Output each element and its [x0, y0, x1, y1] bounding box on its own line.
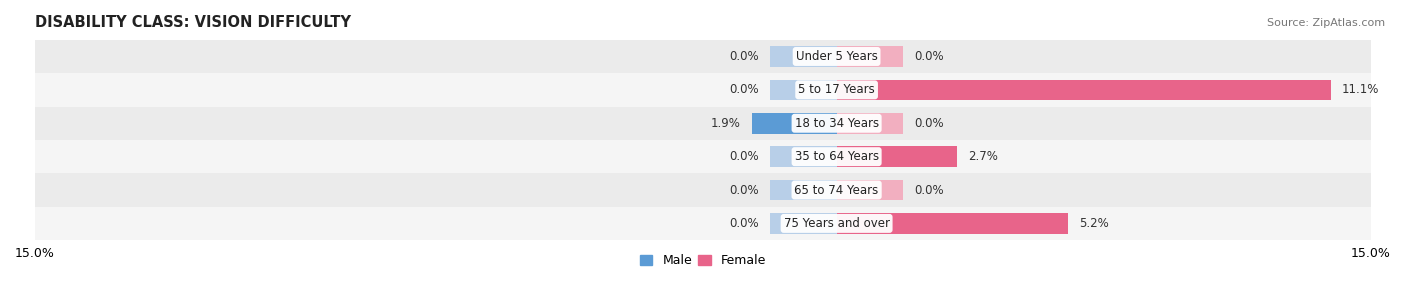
Text: 75 Years and over: 75 Years and over: [783, 217, 890, 230]
Text: DISABILITY CLASS: VISION DIFFICULTY: DISABILITY CLASS: VISION DIFFICULTY: [35, 15, 352, 30]
Text: 1.9%: 1.9%: [711, 117, 741, 130]
Bar: [752, 113, 837, 134]
Text: 18 to 34 Years: 18 to 34 Years: [794, 117, 879, 130]
Bar: [837, 213, 1069, 234]
Bar: [837, 80, 1331, 100]
Bar: [770, 213, 837, 234]
Bar: [837, 180, 904, 200]
Bar: [770, 146, 837, 167]
Text: 0.0%: 0.0%: [730, 150, 759, 163]
Text: 2.7%: 2.7%: [967, 150, 998, 163]
Text: 0.0%: 0.0%: [730, 83, 759, 96]
Text: 5.2%: 5.2%: [1080, 217, 1109, 230]
Text: 0.0%: 0.0%: [730, 50, 759, 63]
Text: 0.0%: 0.0%: [730, 184, 759, 196]
Bar: [837, 113, 904, 134]
Legend: Male, Female: Male, Female: [636, 249, 770, 272]
Text: 5 to 17 Years: 5 to 17 Years: [799, 83, 875, 96]
Bar: [770, 46, 837, 67]
Text: 65 to 74 Years: 65 to 74 Years: [794, 184, 879, 196]
Text: 0.0%: 0.0%: [914, 184, 945, 196]
Bar: [35, 73, 1371, 106]
Bar: [35, 207, 1371, 240]
Text: 11.1%: 11.1%: [1343, 83, 1379, 96]
Bar: [837, 146, 957, 167]
Text: 0.0%: 0.0%: [914, 50, 945, 63]
Bar: [35, 40, 1371, 73]
Text: Source: ZipAtlas.com: Source: ZipAtlas.com: [1267, 18, 1385, 28]
Bar: [770, 180, 837, 200]
Bar: [35, 106, 1371, 140]
Text: 0.0%: 0.0%: [914, 117, 945, 130]
Text: 35 to 64 Years: 35 to 64 Years: [794, 150, 879, 163]
Bar: [770, 80, 837, 100]
Bar: [35, 173, 1371, 207]
Text: Under 5 Years: Under 5 Years: [796, 50, 877, 63]
Bar: [837, 46, 904, 67]
Bar: [35, 140, 1371, 173]
Text: 0.0%: 0.0%: [730, 217, 759, 230]
